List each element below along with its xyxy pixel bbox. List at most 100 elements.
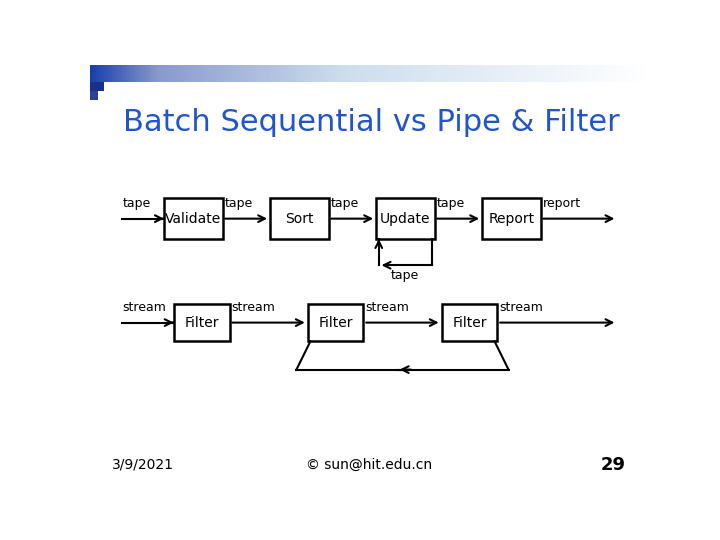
Bar	[171, 65, 174, 82]
Bar	[486, 65, 489, 82]
Bar	[101, 65, 104, 82]
Bar	[526, 65, 528, 82]
Text: tape: tape	[437, 197, 465, 210]
Bar	[534, 65, 536, 82]
Bar	[542, 65, 545, 82]
Bar	[478, 65, 481, 82]
Bar	[166, 65, 168, 82]
Bar	[361, 65, 364, 82]
Text: tape: tape	[330, 197, 359, 210]
Bar	[620, 65, 623, 82]
Text: Batch Sequential vs Pipe & Filter: Batch Sequential vs Pipe & Filter	[124, 109, 620, 138]
Bar	[645, 65, 648, 82]
Bar	[408, 65, 411, 82]
Bar	[179, 65, 182, 82]
Bar	[93, 65, 96, 82]
Bar	[472, 65, 475, 82]
Bar	[285, 65, 288, 82]
Bar	[572, 65, 575, 82]
Bar	[366, 65, 369, 82]
Bar	[508, 65, 511, 82]
Bar	[160, 65, 163, 82]
Bar	[218, 65, 221, 82]
Bar	[330, 65, 333, 82]
Bar	[629, 65, 631, 82]
Bar	[590, 65, 593, 82]
Bar	[559, 65, 562, 82]
Bar	[459, 65, 461, 82]
Bar	[258, 65, 260, 82]
Text: stream: stream	[500, 301, 544, 314]
Bar	[374, 65, 377, 82]
Bar	[109, 65, 112, 82]
Bar	[224, 65, 227, 82]
Bar	[575, 65, 578, 82]
Bar	[307, 304, 364, 341]
Bar	[376, 198, 435, 239]
Bar	[124, 65, 126, 82]
Bar	[174, 65, 176, 82]
Text: 3/9/2021: 3/9/2021	[112, 458, 174, 472]
Bar	[270, 198, 328, 239]
Bar	[188, 65, 190, 82]
Bar	[277, 65, 280, 82]
Bar	[344, 65, 347, 82]
Bar	[118, 65, 121, 82]
Bar	[444, 65, 447, 82]
Bar	[243, 65, 246, 82]
Bar	[392, 65, 394, 82]
Bar	[260, 65, 263, 82]
Text: Filter: Filter	[318, 315, 353, 329]
Bar	[520, 65, 523, 82]
Bar	[182, 65, 185, 82]
Bar	[539, 65, 542, 82]
Bar	[600, 65, 603, 82]
Bar	[269, 65, 271, 82]
Bar	[556, 65, 559, 82]
Bar	[492, 65, 495, 82]
Bar	[282, 65, 285, 82]
Bar	[215, 65, 218, 82]
Bar	[372, 65, 374, 82]
Bar	[505, 65, 508, 82]
Bar	[129, 65, 132, 82]
Bar	[230, 65, 233, 82]
Bar	[316, 65, 319, 82]
Bar	[450, 65, 453, 82]
Bar	[154, 65, 157, 82]
Bar	[148, 65, 151, 82]
Bar	[584, 65, 587, 82]
Text: Filter: Filter	[452, 315, 487, 329]
Bar	[313, 65, 316, 82]
Bar	[271, 65, 274, 82]
Bar	[642, 65, 645, 82]
Text: tape: tape	[391, 269, 419, 282]
Bar	[294, 65, 297, 82]
Bar	[606, 65, 609, 82]
Bar	[431, 65, 433, 82]
Bar	[416, 65, 419, 82]
Bar	[138, 65, 140, 82]
Bar	[322, 65, 324, 82]
Bar	[135, 65, 138, 82]
Bar	[397, 65, 400, 82]
Bar	[207, 65, 210, 82]
Bar	[637, 65, 639, 82]
Bar	[104, 65, 107, 82]
Bar	[436, 65, 438, 82]
Bar	[517, 65, 520, 82]
Bar	[347, 65, 349, 82]
Bar	[235, 65, 238, 82]
Bar	[567, 65, 570, 82]
Bar	[609, 65, 612, 82]
Bar	[355, 65, 358, 82]
Bar	[190, 65, 193, 82]
Bar	[433, 65, 436, 82]
Bar	[115, 65, 118, 82]
Bar	[422, 65, 425, 82]
Bar	[336, 65, 338, 82]
Text: Filter: Filter	[184, 315, 219, 329]
Bar	[498, 65, 500, 82]
Bar	[297, 65, 300, 82]
Bar	[615, 65, 617, 82]
